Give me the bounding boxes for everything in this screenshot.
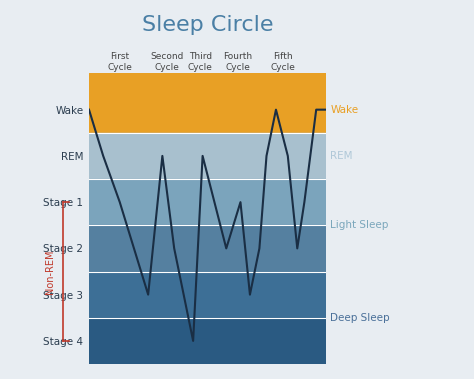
Text: Non-REM: Non-REM [45, 249, 55, 294]
Bar [89, 225, 326, 271]
Text: Wake: Wake [330, 105, 358, 115]
Text: Fifth
Cycle: Fifth Cycle [271, 52, 295, 72]
Bar [89, 318, 326, 364]
Text: REM: REM [330, 151, 353, 161]
Text: Fourth
Cycle: Fourth Cycle [224, 52, 253, 72]
Bar [89, 73, 326, 133]
Text: Deep Sleep: Deep Sleep [330, 313, 390, 323]
Text: Second
Cycle: Second Cycle [150, 52, 184, 72]
Bar [89, 133, 326, 179]
Text: First
Cycle: First Cycle [107, 52, 132, 72]
Title: Sleep Circle: Sleep Circle [142, 15, 273, 35]
Text: Third
Cycle: Third Cycle [188, 52, 213, 72]
Text: Light Sleep: Light Sleep [330, 220, 389, 230]
Bar [89, 179, 326, 225]
Bar [89, 271, 326, 318]
